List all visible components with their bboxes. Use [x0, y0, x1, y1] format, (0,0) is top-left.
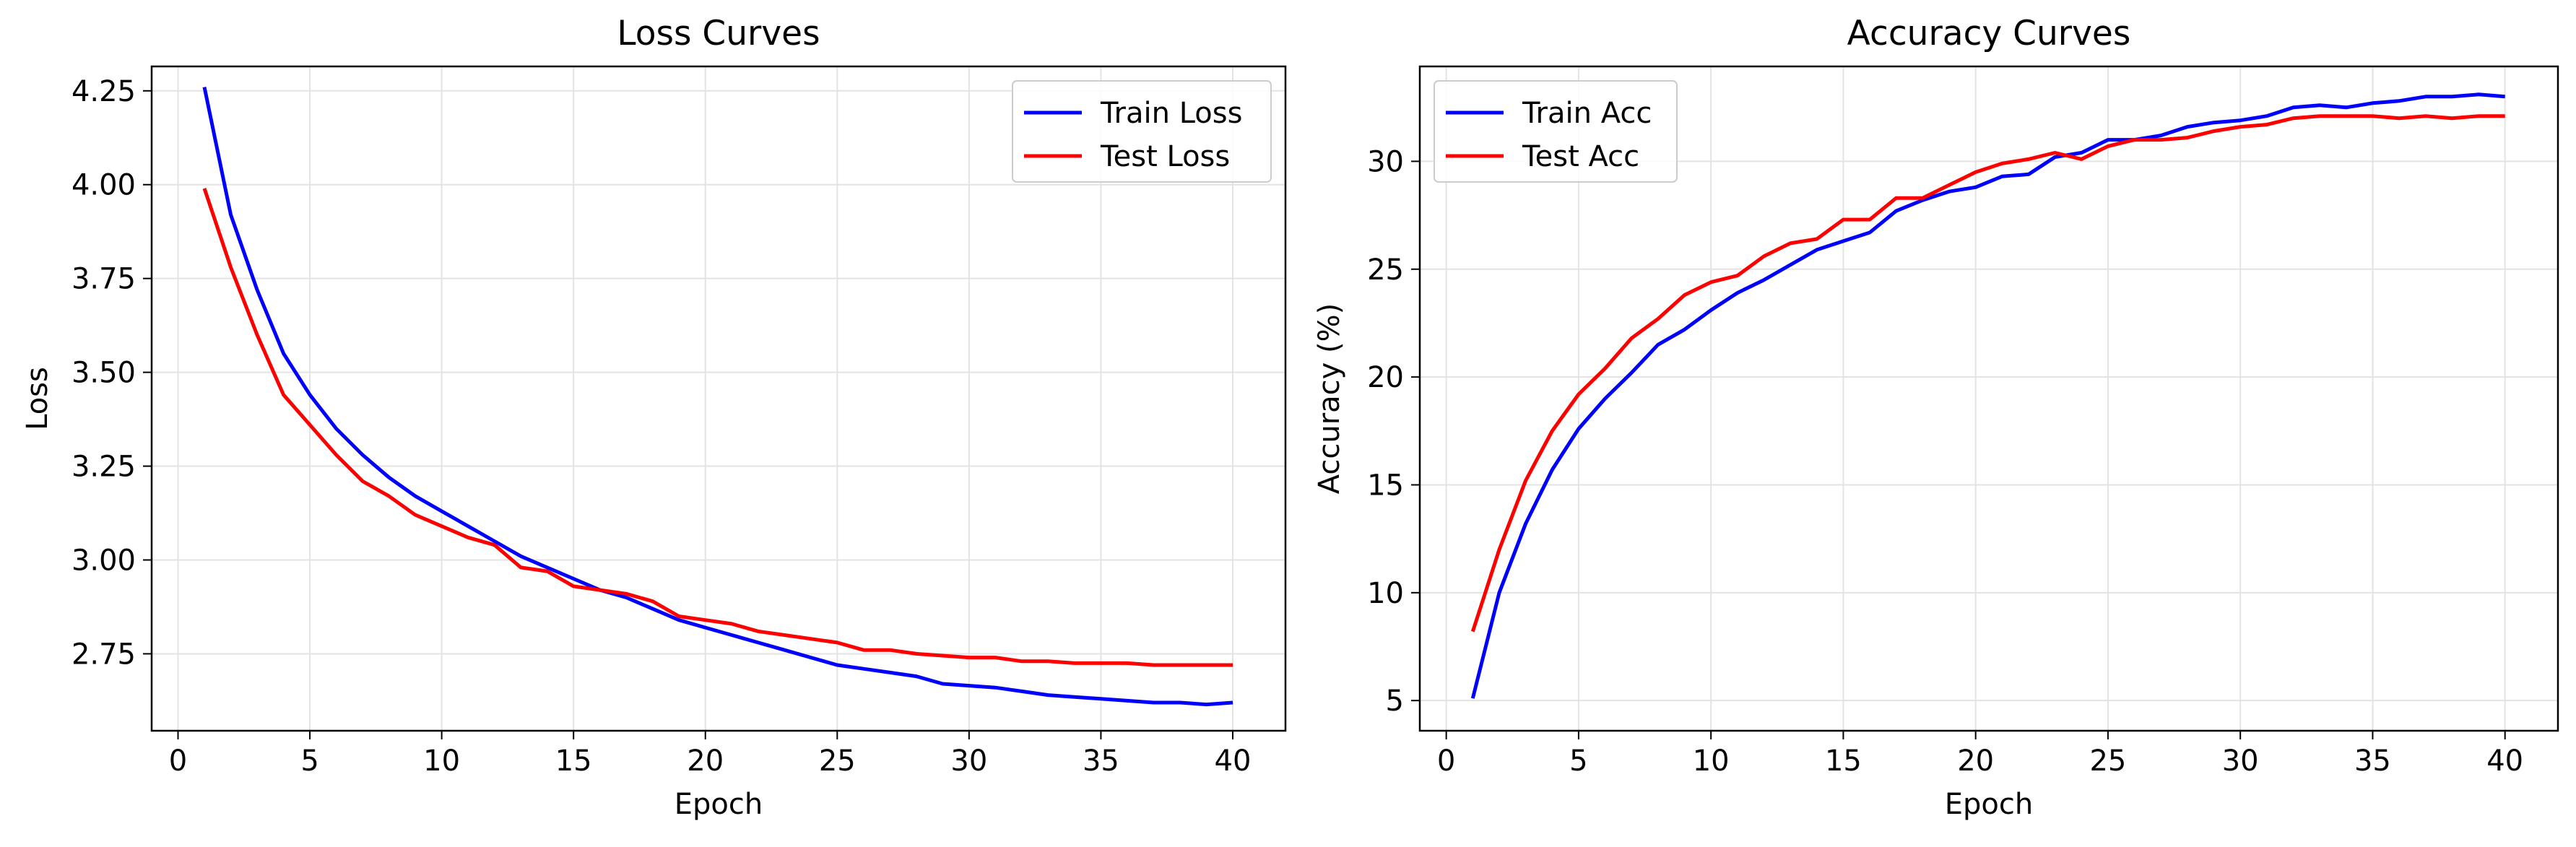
x-tick-label: 25 — [819, 744, 856, 778]
accuracy-series-lines — [1470, 92, 2505, 699]
x-tick-label: 10 — [1693, 744, 1730, 778]
accuracy-chart-ylabel: Accuracy (%) — [1313, 303, 1346, 495]
loss-chart-xlabel: Epoch — [675, 788, 763, 821]
legend-label-train-acc: Train Acc — [1522, 97, 1652, 130]
y-tick-label: 25 — [1367, 253, 1404, 287]
x-tick-label: 40 — [2486, 744, 2523, 778]
loss-chart-legend: Train Loss Test Loss — [1012, 80, 1272, 183]
loss-chart: 0 5 10 15 20 25 30 35 40 2.75 3.00 3.25 3.50 3.75 4.00… — [21, 14, 1287, 821]
y-tick-label: 20 — [1367, 361, 1404, 394]
x-tick-label: 20 — [687, 744, 724, 778]
y-tick-label: 10 — [1367, 577, 1404, 610]
series-line-test-loss — [202, 188, 1233, 667]
series-line-train-loss — [202, 87, 1233, 707]
y-tick-label: 4.00 — [71, 169, 136, 202]
x-tick-label: 20 — [1957, 744, 1994, 778]
loss-axes-frame — [150, 65, 1287, 732]
series-line-test-acc — [1470, 114, 2505, 633]
y-tick-label: 3.50 — [71, 357, 136, 390]
y-tick-label: 2.75 — [71, 638, 136, 671]
x-tick-label: 15 — [555, 744, 592, 778]
x-tick-label: 5 — [1569, 744, 1587, 778]
accuracy-chart-title: Accuracy Curves — [1847, 14, 2131, 53]
legend-label-test-acc: Test Acc — [1522, 140, 1639, 173]
x-tick-label: 40 — [1215, 744, 1252, 778]
x-tick-label: 35 — [1083, 744, 1119, 778]
accuracy-chart-legend: Train Acc Test Acc — [1434, 80, 1678, 183]
x-tick-label: 30 — [2222, 744, 2259, 778]
loss-grid: 0 5 10 15 20 25 30 35 40 2.75 3.00 3.25 3.50 3.75 4.00… — [71, 66, 1285, 778]
y-tick-label: 15 — [1367, 469, 1404, 502]
x-tick-label: 25 — [2089, 744, 2126, 778]
x-tick-label: 35 — [2354, 744, 2391, 778]
y-tick-label: 3.00 — [71, 544, 136, 578]
y-tick-label: 5 — [1386, 685, 1404, 718]
y-tick-label: 3.75 — [71, 263, 136, 296]
x-tick-label: 0 — [1437, 744, 1455, 778]
x-tick-label: 0 — [169, 744, 187, 778]
series-line-train-acc — [1470, 92, 2505, 699]
loss-chart-title: Loss Curves — [617, 14, 820, 53]
legend-label-train-loss: Train Loss — [1100, 97, 1242, 130]
accuracy-chart-xlabel: Epoch — [1945, 788, 2033, 821]
y-tick-label: 30 — [1367, 145, 1404, 178]
x-tick-label: 10 — [423, 744, 460, 778]
x-tick-label: 15 — [1825, 744, 1862, 778]
loss-chart-ylabel: Loss — [21, 367, 54, 430]
legend-label-test-loss: Test Loss — [1100, 140, 1230, 173]
y-tick-label: 4.25 — [71, 75, 136, 108]
x-tick-label: 30 — [950, 744, 987, 778]
y-tick-label: 3.25 — [71, 451, 136, 484]
accuracy-axes-frame — [1418, 65, 2559, 732]
loss-series-lines — [202, 87, 1233, 707]
x-tick-label: 5 — [300, 744, 318, 778]
